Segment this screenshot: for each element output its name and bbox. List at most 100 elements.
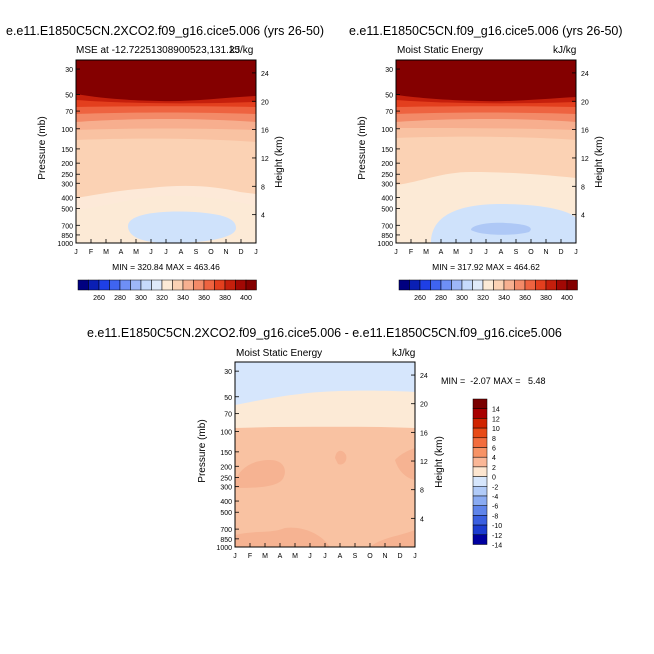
y-tick-label: 150: [220, 450, 232, 457]
y-tick-label: 250: [381, 172, 393, 179]
y-tick-label: 30: [385, 67, 393, 74]
x-tick-label: S: [353, 553, 358, 560]
x-tick-label: O: [367, 553, 373, 560]
y-tick-label: 70: [224, 412, 232, 419]
x-tick-label: O: [208, 249, 214, 256]
x-tick-label: M: [453, 249, 459, 256]
colorbar-label: 14: [492, 407, 500, 414]
y-tick-label: 1000: [377, 241, 393, 248]
contour-band-min-2: [471, 222, 531, 235]
colorbar-box: [472, 486, 488, 497]
x-tick-label: J: [323, 553, 327, 560]
y-tick-label: 50: [385, 92, 393, 99]
colorbar-label: 4: [492, 455, 496, 462]
x-tick-label: J: [74, 249, 78, 256]
colorbar-label: 320: [477, 295, 489, 302]
colorbar-label: -6: [492, 504, 498, 511]
y-right-tick-label: 8: [420, 488, 424, 495]
colorbar-label: 0: [492, 475, 496, 482]
contour-band-positive-4d: [235, 527, 330, 547]
colorbar-label: 340: [498, 295, 510, 302]
colorbar-label: 300: [456, 295, 468, 302]
contour-band-positive-2: [235, 427, 415, 547]
y-axis-label: Pressure (mb): [37, 116, 48, 180]
y-axis-right: 24 20 16 12 8 4: [411, 373, 428, 523]
colorbar-box: [409, 279, 421, 291]
contour-band-positive-4e: [370, 530, 415, 547]
colorbar-box: [503, 279, 515, 291]
subtitle-left: Moist Static Energy: [397, 45, 484, 56]
colorbar-label: -8: [492, 513, 498, 520]
colorbar-box: [472, 398, 488, 409]
x-tick-label: J: [469, 249, 473, 256]
y-tick-label: 30: [65, 67, 73, 74]
y-right-tick-label: 8: [581, 184, 585, 191]
y-tick-label: 150: [381, 147, 393, 154]
y-tick-label: 850: [61, 233, 73, 240]
x-tick-label: F: [89, 249, 93, 256]
stats-label: MIN = -2.07 MAX = 5.48: [441, 376, 546, 386]
contour-band-min: [128, 211, 236, 243]
y-tick-label: 500: [220, 510, 232, 517]
panel-2xco2: e.e11.E1850C5CN.2XCO2.f09_g16.cice5.006 …: [0, 0, 327, 302]
colorbar-box: [182, 279, 194, 291]
y-tick-label: 50: [65, 92, 73, 99]
y-right-tick-label: 24: [581, 71, 589, 78]
panel-title: e.e11.E1850C5CN.f09_g16.cice5.006 (yrs 2…: [349, 24, 623, 38]
x-tick-label: J: [164, 249, 168, 256]
x-tick-label: A: [439, 249, 444, 256]
y-tick-label: 300: [61, 181, 73, 188]
contour-band-7: [396, 60, 576, 102]
colorbar-labels: 14 12 10 8 6 4 2 0 -2 -4 -6 -8 -10 -12 -14: [492, 407, 502, 550]
y-tick-label: 100: [220, 430, 232, 437]
colorbar-box: [514, 279, 526, 291]
colorbar-box: [472, 447, 488, 458]
colorbar-box: [130, 279, 142, 291]
colorbar-boxes: [472, 398, 488, 545]
colorbar-box: [472, 524, 488, 536]
x-tick-label: A: [499, 249, 504, 256]
x-tick-label: M: [103, 249, 109, 256]
colorbar-label: 380: [540, 295, 552, 302]
x-tick-label: F: [248, 553, 252, 560]
y-tick-label: 50: [224, 395, 232, 402]
stats-label: MIN = 317.92 MAX = 464.62: [432, 262, 540, 272]
colorbar-box: [472, 456, 488, 468]
colorbar-box: [88, 279, 100, 291]
colorbar-box: [482, 279, 494, 291]
colorbar-box: [430, 279, 442, 291]
y-tick-label: 250: [220, 475, 232, 482]
y-tick-label: 300: [381, 181, 393, 188]
y-axis-label: Pressure (mb): [197, 419, 208, 483]
colorbar-label: 2: [492, 465, 496, 472]
colorbar-labels: 260 280 300 320 340 360 380 400: [93, 295, 252, 302]
colorbar-box: [151, 279, 163, 291]
x-tick-label: M: [423, 249, 429, 256]
x-tick-label: D: [397, 553, 402, 560]
x-tick-label: N: [543, 249, 548, 256]
colorbar-box: [224, 279, 236, 291]
y-tick-label: 500: [61, 207, 73, 214]
y-tick-label: 30: [224, 369, 232, 376]
y-right-tick-label: 24: [261, 71, 269, 78]
colorbar-boxes: [398, 279, 578, 291]
contour-band-7: [76, 60, 256, 102]
colorbar-box: [419, 279, 431, 291]
colorbar-label: -12: [492, 533, 502, 540]
colorbar: 260 280 300 320 340 360 380 400: [77, 279, 257, 302]
colorbar-label: 280: [435, 295, 447, 302]
colorbar-box: [472, 279, 484, 291]
colorbar-label: 8: [492, 436, 496, 443]
colorbar-boxes: [77, 279, 257, 291]
colorbar-box: [472, 437, 488, 448]
x-tick-label: N: [223, 249, 228, 256]
contour-band-positive-4b: [395, 448, 415, 480]
y-tick-label: 500: [381, 207, 393, 214]
y-tick-label: 150: [61, 147, 73, 154]
subtitle-left: MSE at -12.72251308900523,131.25: [76, 45, 241, 56]
y-tick-label: 100: [381, 127, 393, 134]
x-tick-label: M: [133, 249, 139, 256]
